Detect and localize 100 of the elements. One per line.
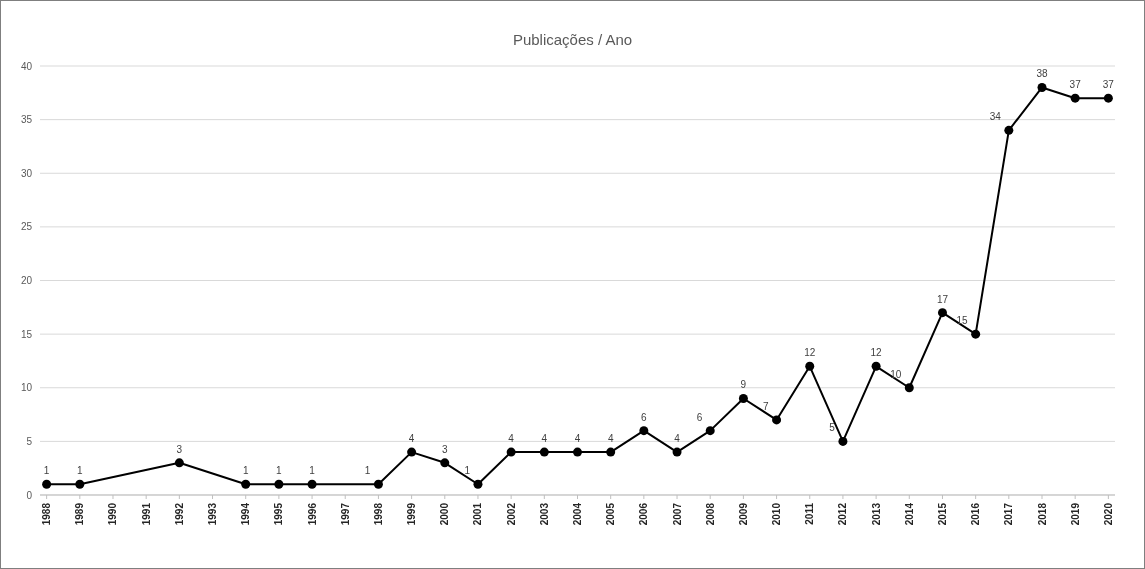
point	[639, 426, 649, 436]
data-label: 4	[607, 433, 614, 445]
x-tick-label: 1991	[140, 502, 152, 526]
x-tick-label: 1993	[207, 502, 219, 526]
data-label: 34	[989, 111, 1002, 123]
x-tick-label: 2014	[903, 502, 915, 526]
point	[672, 447, 682, 457]
point	[772, 415, 782, 425]
y-tick-label: 35	[20, 114, 33, 126]
point	[373, 479, 383, 489]
point	[407, 447, 417, 457]
data-label: 1	[464, 465, 471, 477]
x-tick-label: 2004	[572, 502, 583, 526]
point	[274, 479, 284, 489]
x-tick-label: 2006	[638, 502, 650, 526]
point	[937, 308, 947, 318]
x-tick-label: 2000	[439, 502, 451, 526]
data-label: 12	[870, 347, 883, 359]
data-label: 12	[804, 347, 816, 359]
data-label: 6	[641, 411, 648, 423]
x-tick-label: 2019	[1069, 502, 1081, 526]
x-tick-label: 1994	[240, 502, 252, 526]
data-label: 38	[1036, 68, 1049, 80]
point	[506, 447, 516, 457]
point	[606, 447, 616, 457]
data-label: 37	[1102, 79, 1115, 91]
point	[573, 447, 582, 457]
x-tick-label: 1999	[406, 502, 418, 526]
data-label: 4	[574, 433, 581, 445]
data-label: 10	[890, 368, 902, 380]
data-label: 1	[276, 465, 283, 477]
x-tick-label: 1990	[107, 502, 119, 526]
point	[705, 426, 715, 436]
point	[971, 329, 981, 339]
x-tick-label: 1998	[372, 502, 384, 526]
x-tick-label: 2017	[1003, 502, 1015, 526]
point	[473, 479, 483, 489]
x-tick-label: 2018	[1036, 502, 1048, 526]
data-label: 17	[936, 293, 949, 305]
data-label: 3	[176, 443, 183, 455]
data-label: 1	[43, 465, 50, 477]
data-label: 9	[740, 379, 747, 391]
y-tick-label: 15	[20, 328, 33, 340]
point	[174, 458, 184, 468]
point	[1103, 93, 1113, 103]
data-label: 1	[364, 465, 371, 477]
point	[1070, 93, 1080, 103]
point	[805, 361, 815, 371]
point	[738, 393, 748, 403]
point	[904, 383, 914, 393]
x-tick-label: 2007	[671, 502, 683, 526]
chart-title: Publicações / Ano	[512, 31, 633, 48]
x-tick-label: 1992	[173, 502, 185, 526]
x-tick-label: 2008	[704, 502, 716, 526]
data-label: 15	[956, 315, 969, 327]
y-tick-label: 25	[20, 221, 33, 233]
data-label: 7	[763, 400, 770, 412]
data-label: 3	[442, 443, 448, 455]
x-tick-label: 2003	[538, 502, 550, 526]
x-tick-label: 2011	[804, 502, 816, 525]
y-tick-label: 30	[20, 167, 33, 179]
x-tick-label: 2001	[472, 502, 484, 526]
point	[1037, 82, 1047, 92]
data-label: 1	[309, 465, 316, 477]
point	[838, 436, 848, 446]
x-tick-label: 2012	[837, 502, 849, 526]
data-label: 4	[508, 433, 515, 445]
x-tick-label: 2002	[505, 502, 517, 526]
x-tick-label: 2005	[605, 502, 617, 526]
data-label: 5	[829, 422, 836, 434]
x-tick-label: 1997	[339, 502, 351, 526]
data-label: 4	[541, 433, 548, 445]
x-tick-label: 2010	[771, 502, 783, 526]
point	[871, 361, 881, 371]
x-tick-label: 1988	[41, 502, 53, 526]
point	[539, 447, 549, 457]
data-label: 4	[674, 433, 681, 445]
point	[241, 479, 251, 489]
data-label: 37	[1069, 79, 1082, 91]
x-tick-label: 2016	[970, 502, 982, 526]
y-tick-label: 0	[26, 489, 33, 501]
x-tick-label: 1996	[306, 502, 318, 526]
x-tick-label: 2020	[1102, 502, 1114, 526]
x-tick-label: 1995	[273, 502, 285, 526]
point	[1004, 125, 1014, 135]
x-tick-label: 2013	[870, 502, 882, 526]
data-label: 6	[696, 411, 703, 423]
point	[307, 479, 317, 489]
x-tick-label: 1989	[74, 502, 86, 526]
point	[440, 458, 450, 468]
x-tick-label: 2015	[936, 502, 948, 526]
point	[75, 479, 85, 489]
y-tick-label: 10	[20, 382, 33, 394]
data-label: 1	[242, 465, 249, 477]
point	[42, 479, 52, 489]
data-label: 4	[408, 433, 415, 445]
y-tick-label: 40	[20, 60, 33, 72]
y-tick-label: 20	[20, 275, 33, 286]
y-tick-label: 5	[26, 435, 33, 447]
x-tick-label: 2009	[737, 502, 749, 526]
